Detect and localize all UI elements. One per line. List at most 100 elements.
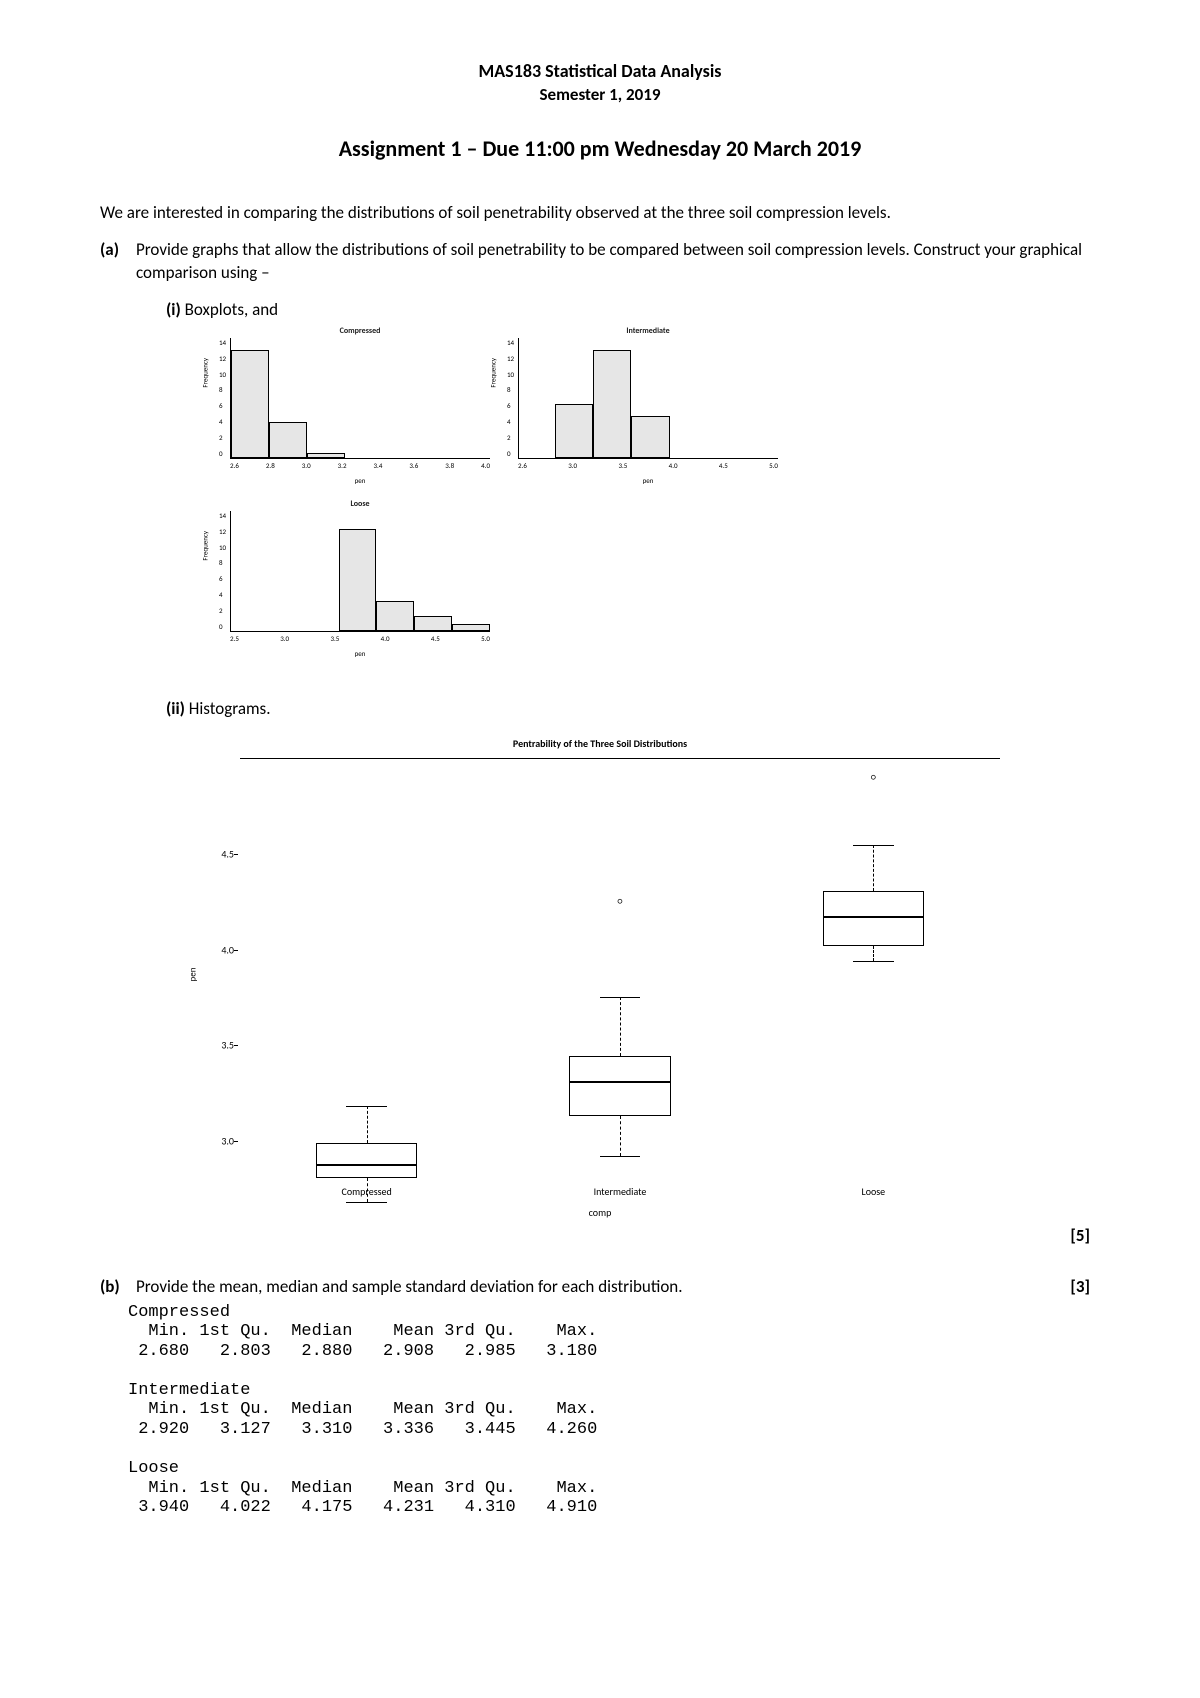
hist-ytick: 8 [219,385,226,394]
hist-ytick: 8 [507,385,514,394]
hist-bar [339,529,377,631]
boxplot-title: Pentrability of the Three Soil Distribut… [180,737,1020,750]
hist-bar [231,350,269,458]
hist-ytick: 14 [507,338,514,347]
hist-xtick: 3.0 [280,634,289,643]
hist-ytick: 4 [219,590,226,599]
boxplot-group: ○ [747,759,1000,1179]
boxplot-ytick: 3.0 [221,1134,234,1147]
semester-line: Semester 1, 2019 [100,84,1100,105]
boxplot-ylabel: pen [187,967,198,981]
hist-xtick: 4.5 [431,634,440,643]
hist-title-1: Intermediate [518,326,778,336]
hist-bar [414,616,452,630]
hist-ylabel-1: Frequency [489,358,498,388]
hist-xtick: 4.0 [481,461,490,470]
hist-xticks-2: 2.53.03.54.04.55.0 [230,634,490,643]
hist-xtick: 3.0 [568,461,577,470]
boxplot-ytick: 4.0 [221,943,234,956]
hist-ytick: 2 [507,433,514,442]
roman-i: (i) [166,299,185,320]
question-a-label: (a) [100,239,136,285]
hist-xtick: 4.0 [669,461,678,470]
subitem-i: (i) Boxplots, and [166,299,1100,320]
hist-xtick: 2.6 [518,461,527,470]
hist-plot-1: Frequency 14121086420 [518,338,778,459]
course-title: MAS183 Statistical Data Analysis [100,60,1100,82]
hist-xlabel-1: pen [518,476,778,485]
hist-xtick: 3.5 [330,634,339,643]
hist-bar [269,422,307,458]
boxplot-xlabels: CompressedIntermediateLoose [240,1185,1000,1198]
hist-xtick: 4.5 [719,461,728,470]
hist-ytick: 6 [507,401,514,410]
intro-paragraph: We are interested in comparing the distr… [100,202,1100,225]
question-b-text: Provide the mean, median and sample stan… [136,1276,1070,1299]
hist-xticks-0: 2.6 2.8 3.0 3.2 3.4 3.6 3.8 4.0 [230,461,490,470]
hist-bar [307,453,345,458]
boxplot-plot: pen 4.54.03.53.0 ○○ [240,758,1000,1179]
roman-ii: (ii) [166,698,189,719]
subitem-i-text: Boxplots, and [185,299,278,320]
boxplot-figure: Pentrability of the Three Soil Distribut… [180,737,1020,1219]
hist-ylabel-2: Frequency [201,531,210,561]
boxplot-category-label: Loose [747,1185,1000,1198]
hist-bar [631,416,669,458]
hist-ytick: 10 [507,370,514,379]
hist-compressed: Compressed Frequency 14121086420 2.62.83… [230,326,490,485]
hist-title-0: Compressed [230,326,490,336]
boxplot-ytick: 4.5 [221,848,234,861]
marks-qb: [3] [1070,1276,1100,1297]
hist-ytick: 12 [219,527,226,536]
hist-xtick: 5.0 [481,634,490,643]
boxplot-category-label: Intermediate [493,1185,746,1198]
hist-ytick: 6 [219,401,226,410]
boxplot-outlier: ○ [618,896,623,907]
question-b-label: (b) [100,1276,136,1299]
hist-title-2: Loose [230,499,490,509]
boxplot-group: ○ [493,759,746,1179]
boxplot-yaxis: 4.5 4.0 3.5 3.0 [204,759,234,1179]
hist-ytick: 4 [219,417,226,426]
hist-ytick: 6 [219,574,226,583]
hist-ytick: 10 [219,370,226,379]
hist-xtick: 3.4 [374,461,383,470]
hist-xtick: 3.0 [302,461,311,470]
hist-ytick: 0 [507,449,514,458]
boxplot-ytick: 3.5 [221,1039,234,1052]
hist-xtick: 2.5 [230,634,239,643]
hist-ytick: 8 [219,558,226,567]
hist-bar [555,404,593,458]
hist-ytick: 12 [507,354,514,363]
hist-ytick: 14 [219,511,226,520]
hist-xtick: 5.0 [769,461,778,470]
hist-yticks-0: 14121086420 [219,338,226,458]
hist-xtick: 3.5 [618,461,627,470]
subitem-ii: (ii) Histograms. [166,698,1100,719]
hist-ytick: 2 [219,606,226,615]
hist-ytick: 12 [219,354,226,363]
question-b-row: (b) Provide the mean, median and sample … [100,1276,1100,1299]
hist-xtick: 3.8 [445,461,454,470]
hist-bars-2 [231,511,490,631]
boxplot-groups: ○○ [240,759,1000,1179]
hist-xtick: 2.8 [266,461,275,470]
boxplot-group [240,759,493,1179]
boxplot-xlabel: comp [180,1206,1020,1219]
hist-ylabel-0: Frequency [201,358,210,388]
hist-plot-2: Frequency 14121086420 [230,511,490,632]
document-page: MAS183 Statistical Data Analysis Semeste… [0,0,1200,1698]
hist-xlabel-2: pen [230,649,490,658]
hist-yticks-1: 14121086420 [507,338,514,458]
hist-bars-0 [231,338,490,458]
boxplot-outlier: ○ [871,772,876,783]
histogram-figure: Compressed Frequency 14121086420 2.6 2.8 3… [230,326,1000,658]
hist-bar [376,601,414,631]
hist-xtick: 2.6 [230,461,239,470]
question-a-text: Provide graphs that allow the distributi… [136,239,1100,285]
hist-xtick: 3.6 [409,461,418,470]
hist-ytick: 0 [219,449,226,458]
hist-xtick: 3.2 [338,461,347,470]
subitem-ii-text: Histograms. [189,698,271,719]
hist-ytick: 2 [219,433,226,442]
